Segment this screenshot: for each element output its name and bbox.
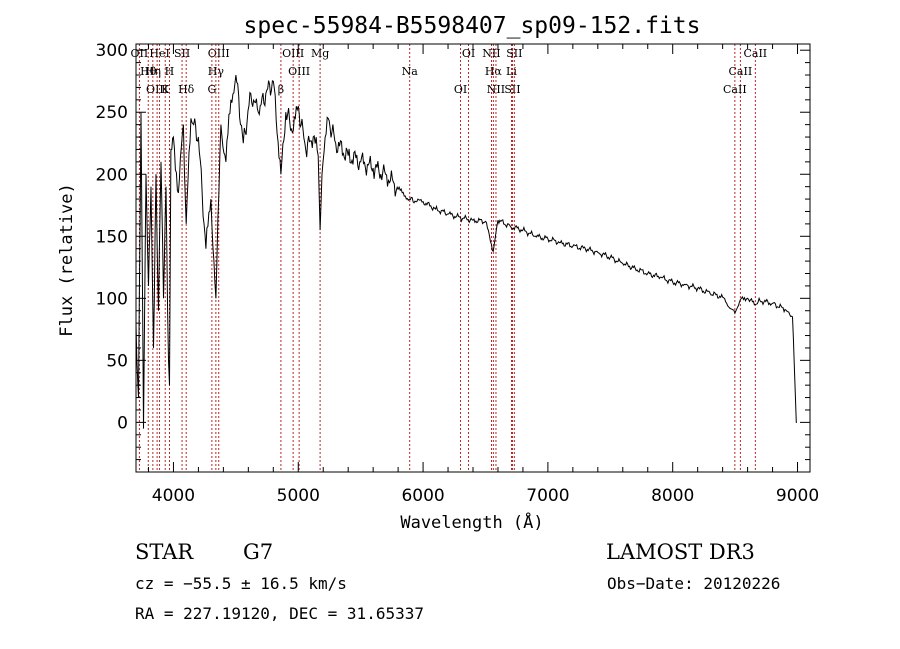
y-tick-label: 250	[96, 103, 128, 123]
spectral-line-label: OIII	[146, 83, 168, 96]
spectral-line-label: OIII	[208, 47, 230, 60]
x-tick-label: 7000	[526, 486, 569, 506]
y-tick-label: 0	[117, 413, 128, 433]
plot-frame	[135, 43, 811, 473]
spectral-line-label: CaII	[723, 83, 747, 96]
x-tick-label: 5000	[277, 486, 320, 506]
spectral-line-label: β	[278, 83, 284, 96]
y-tick-label: 100	[96, 289, 128, 309]
observation-date: Obs−Date: 20120226	[607, 574, 780, 593]
x-tick-label: 4000	[152, 486, 195, 506]
spectral-line-label: K	[161, 83, 170, 96]
spectral-line-label: Hα	[485, 65, 503, 78]
spectral-line-label: HeI	[149, 47, 169, 60]
spectral-line-label: OI	[462, 47, 475, 60]
spectral-line-label: SII	[504, 83, 520, 96]
y-tick-label: 50	[106, 351, 128, 371]
object-subclass: G7	[243, 540, 273, 564]
spectral-line-label: OIII	[282, 47, 304, 60]
spectral-line-label: OII	[131, 47, 149, 60]
spectral-line-label: OIII	[288, 65, 310, 78]
y-tick-label: 150	[96, 227, 128, 247]
spectral-line-label: CaII	[743, 47, 767, 60]
redshift-readout: cz = −55.5 ± 16.5 km/s	[135, 574, 347, 593]
spectral-line-label: NII	[487, 83, 505, 96]
coordinates-readout: RA = 227.19120, DEC = 31.65337	[135, 604, 424, 623]
y-tick-label: 200	[96, 165, 128, 185]
x-tick-label: 8000	[651, 486, 694, 506]
x-axis-label: Wavelength (Å)	[400, 511, 543, 533]
spectral-line-label: Li	[506, 65, 517, 78]
survey-name: LAMOST DR3	[606, 540, 755, 564]
spectral-line-label: H	[165, 65, 175, 78]
spectral-line-label: Hδ	[178, 83, 195, 96]
spectral-line-label: Hγ	[208, 65, 225, 78]
x-tick-label: 6000	[401, 486, 444, 506]
x-tick-label: 9000	[776, 486, 819, 506]
spectral-line-label: SII	[174, 47, 190, 60]
chart-title: spec-55984-B5598407_sp09-152.fits	[244, 13, 701, 39]
spectral-line-label: Na	[402, 65, 419, 78]
spectral-line-label: G	[207, 83, 216, 96]
y-tick-label: 300	[96, 41, 128, 61]
spectral-line-label: OI	[454, 83, 467, 96]
object-class: STAR	[135, 540, 194, 564]
spectral-line-label: Hη	[145, 65, 161, 78]
axis-ticks: 4000 5000 6000 7000 8000 9000 0 50 100 150 200 250 3…	[96, 41, 820, 506]
spectral-line-label: Mg	[311, 47, 329, 60]
y-axis-label: Flux (relative)	[57, 183, 77, 337]
spectral-line-label: SII	[506, 47, 522, 60]
spectral-line-label: CaII	[729, 65, 753, 78]
flux-series-line	[135, 74, 797, 429]
spectral-line-markers: OIIHθOIIIHeIHηKSIIHHδOIIIHγGOIIIOIIIβMgN…	[131, 44, 767, 472]
